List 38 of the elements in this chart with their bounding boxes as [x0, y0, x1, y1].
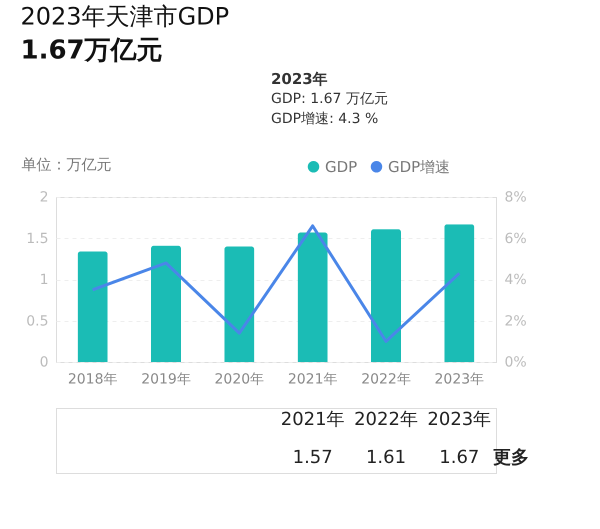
y-tick-label: 1.5	[26, 230, 48, 247]
text: GDP: 1.67 万亿元	[271, 91, 388, 107]
bar	[224, 246, 254, 362]
y2-tick-label: 4%	[504, 272, 527, 288]
y2-tick-label: 8%	[504, 190, 527, 206]
y-tick-label: 0.5	[26, 313, 48, 330]
bar	[298, 232, 328, 362]
text: GDP增速: 4.3 %	[271, 111, 378, 127]
x-tick-label: 2022年	[361, 372, 411, 388]
chart-title: 2023年天津市GDP	[20, 2, 230, 30]
x-tick-label: 2019年	[141, 372, 191, 388]
y2-tick-label: 6%	[504, 230, 527, 247]
data-label: 1.61	[366, 447, 406, 468]
bar	[444, 224, 474, 362]
text: 更多	[493, 447, 529, 468]
line-series	[91, 224, 461, 343]
data-label: 1.57	[292, 447, 333, 468]
bar	[151, 246, 181, 362]
legend-label: GDP增速	[388, 158, 450, 176]
category-label: 2021年	[280, 409, 345, 430]
category-label: 2023年	[427, 409, 492, 430]
y-tick-label: 2	[40, 190, 48, 206]
legend-label: GDP	[325, 158, 358, 176]
category-label: 2022年	[354, 409, 418, 430]
y2-tick-label: 2%	[504, 313, 527, 330]
y-tick-label: 0	[40, 354, 48, 370]
x-tick-label: 2021年	[288, 372, 338, 388]
x-tick-label: 2023年	[434, 372, 484, 388]
y-tick-label: 1	[40, 272, 48, 288]
y2-tick-label: 0%	[504, 354, 527, 370]
chart-subtitle: 1.67万亿元	[20, 36, 163, 66]
x-tick-label: 2018年	[68, 372, 118, 388]
bar	[78, 251, 108, 362]
y-axis-title: 单位：万亿元	[22, 156, 112, 174]
text: 2023年	[271, 70, 328, 88]
bar	[371, 229, 401, 362]
x-tick-label: 2020年	[214, 372, 264, 388]
data-label: 1.67	[439, 447, 480, 468]
